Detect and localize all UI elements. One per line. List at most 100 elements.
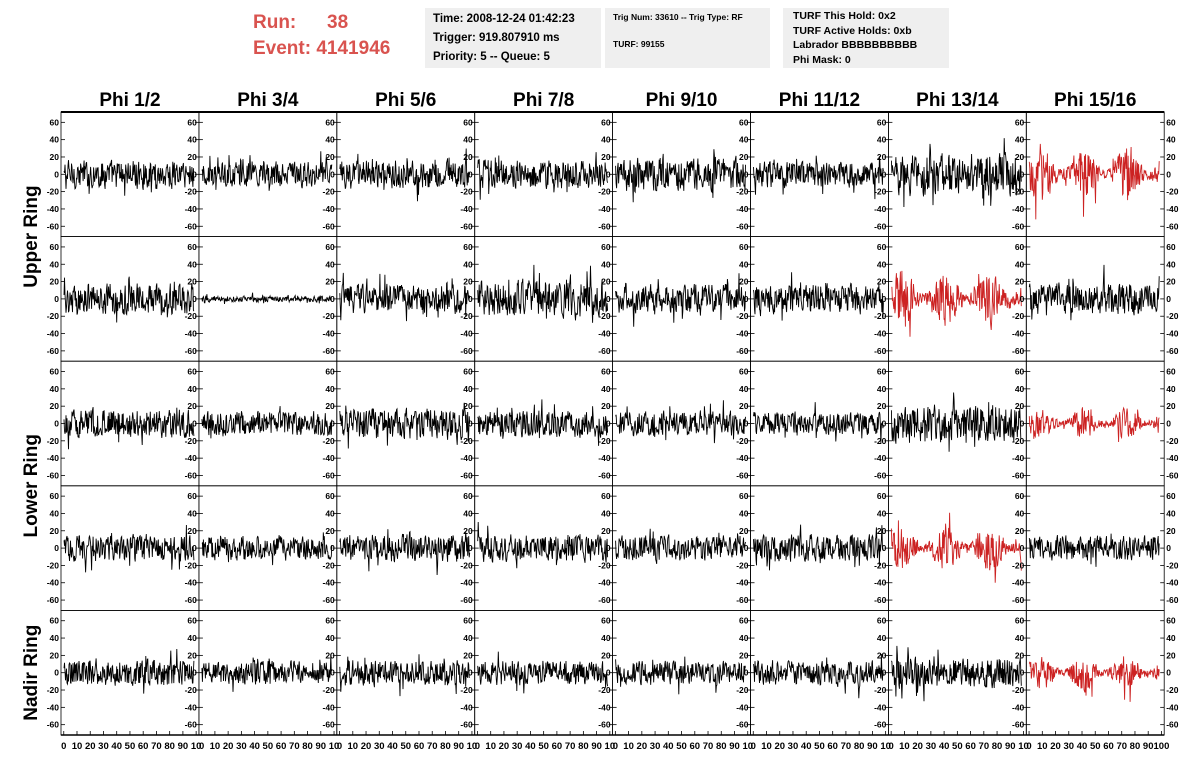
y-tick-label: -60	[598, 221, 611, 231]
y-tick-label: -40	[323, 702, 336, 712]
x-tick-label: 80	[992, 741, 1003, 752]
y-tick-label: 40	[1015, 384, 1025, 394]
y-tick-label: 60	[877, 491, 887, 501]
y-tick-label: 0	[468, 668, 473, 678]
x-tick-label: 50	[538, 741, 549, 752]
y-tick-label: 40	[463, 259, 473, 269]
y-tick-label: -40	[736, 578, 749, 588]
y-tick-label: 20	[463, 277, 473, 287]
waveform-trace	[1028, 656, 1160, 702]
waveform-panel: -60 -40 -20 0 20 40 60	[323, 610, 476, 736]
x-tick-label: 30	[236, 741, 247, 752]
x-tick-label: 10	[1018, 741, 1029, 752]
y-tick-label: 20	[187, 277, 197, 287]
y-tick-label: -40	[736, 453, 749, 463]
y-tick-label: -40	[460, 702, 473, 712]
y-tick-label: 60	[325, 491, 335, 501]
y-tick-label: -40	[460, 578, 473, 588]
x-tick-label: 60	[827, 741, 838, 752]
y-tick-label: 20	[601, 277, 611, 287]
trigger-text: Trigger: 919.807910 ms	[433, 32, 560, 44]
y-tick-label: -20	[736, 685, 749, 695]
waveform-panel: -60 -40 -20 0 20 40 60	[736, 360, 889, 487]
y-tick-label: 20	[1015, 277, 1025, 287]
y-tick-label: -40	[1012, 702, 1025, 712]
y-tick-label: 0	[468, 169, 473, 179]
y-tick-label: 40	[187, 135, 197, 145]
y-tick-label: 20	[187, 526, 197, 536]
y-tick-label: -40	[323, 453, 336, 463]
waveform-trace	[890, 645, 1022, 702]
y-tick-label: 0	[882, 294, 887, 304]
y-tick-label: 60	[601, 616, 611, 626]
x-tick-label: 10	[742, 741, 753, 752]
waveform-panel: -60 -40 -20 0 20 40 60	[47, 360, 200, 487]
phi-mask-text: Phi Mask: 0	[793, 53, 851, 66]
x-tick-label: 30	[1063, 741, 1074, 752]
column-title: Phi 9/10	[646, 90, 718, 111]
y-tick-label: 40	[601, 384, 611, 394]
y-tick-label: 0	[192, 419, 197, 429]
turf-hold-text: TURF This Hold: 0x2	[793, 10, 896, 22]
y-tick-label: -40	[185, 453, 198, 463]
x-tick-label: 20	[223, 741, 234, 752]
x-tick-label: 50	[1090, 741, 1101, 752]
y-tick-label: 20	[1166, 401, 1176, 411]
y-tick-label: 60	[50, 491, 60, 501]
waveform-panel: -60 -40 -20 0 20 40 60	[736, 610, 889, 736]
y-tick-label: 0	[606, 668, 611, 678]
y-tick-label: -60	[323, 221, 336, 231]
ring-label: Lower Ring	[21, 434, 42, 537]
y-tick-label: -20	[598, 187, 611, 197]
y-tick-label: -40	[185, 329, 198, 339]
waveform-trace	[201, 292, 333, 304]
y-tick-label: 60	[187, 242, 197, 252]
y-tick-label: -40	[736, 329, 749, 339]
y-tick-label: -40	[1012, 329, 1025, 339]
y-tick-label: 60	[463, 242, 473, 252]
waveform-trace	[1028, 533, 1160, 567]
y-tick-label: -60	[874, 470, 887, 480]
y-tick-label: -60	[185, 470, 198, 480]
y-tick-label: 60	[325, 616, 335, 626]
y-tick-label: -40	[185, 578, 198, 588]
y-tick-label: 40	[877, 384, 887, 394]
x-tick-label: 60	[552, 741, 563, 752]
x-tick-label: 90	[867, 741, 878, 752]
x-tick-label: 50	[676, 741, 687, 752]
y-tick-label: -60	[1012, 346, 1025, 356]
waveform-panel: -60 -40 -20 0 20 40 60	[185, 111, 338, 237]
x-tick-label: 40	[249, 741, 260, 752]
waveform-panel: -60 -60 -40 -40 -20 -20 0 0 20 20 40 40 60 60	[1012, 610, 1179, 736]
waveform-panel: -60 -40 -20 0 20 40 60	[460, 236, 614, 362]
waveform-trace	[201, 654, 333, 692]
x-tick-label: 40	[801, 741, 812, 752]
x-tick-label: 10	[1037, 741, 1048, 752]
y-tick-label: -60	[47, 470, 60, 480]
y-tick-label: 40	[1166, 508, 1176, 518]
waveform-trace	[477, 651, 609, 694]
x-tick-label: 90	[316, 741, 327, 752]
y-tick-label: 40	[877, 259, 887, 269]
y-tick-label: 0	[606, 543, 611, 553]
y-tick-label: 40	[739, 135, 749, 145]
waveform-panel: -60 -60 -40 -40 -20 -20 0 0 20 20 40 40 60 60	[1012, 485, 1179, 611]
ring-label: Upper Ring	[21, 185, 42, 287]
y-tick-label: 0	[1166, 668, 1171, 678]
y-tick-label: 20	[325, 277, 335, 287]
y-tick-label: 0	[192, 169, 197, 179]
turf-text: TURF: 99155	[613, 39, 665, 49]
y-tick-label: -40	[598, 702, 611, 712]
x-tick-label: 10	[210, 741, 221, 752]
y-tick-label: 0	[882, 543, 887, 553]
x-tick-label: 10	[880, 741, 891, 752]
waveform-panel: -60 -40 -20 0 20 40 60	[47, 236, 200, 362]
y-tick-label: 40	[1166, 384, 1176, 394]
x-tick-label: 20	[912, 741, 923, 752]
y-tick-label: 40	[601, 508, 611, 518]
y-tick-label: 40	[187, 508, 197, 518]
y-tick-label: -20	[736, 436, 749, 446]
x-tick-label: 10	[329, 741, 340, 752]
waveform-panel: -60 -40 -20 0 20 40 60	[598, 111, 751, 237]
waveform-trace	[339, 402, 471, 449]
